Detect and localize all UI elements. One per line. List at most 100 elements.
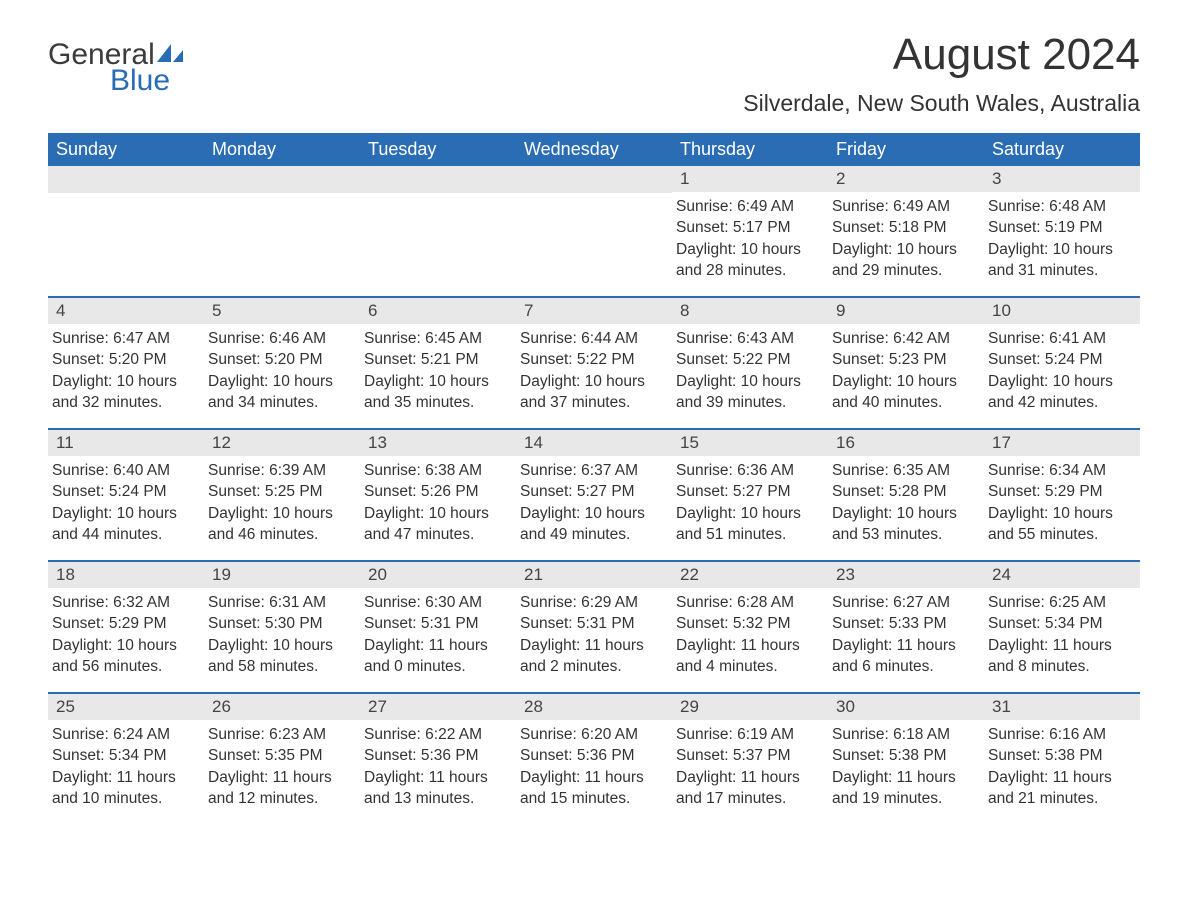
day-info: Sunrise: 6:49 AMSunset: 5:18 PMDaylight:… [828,192,984,290]
sunrise-text: Sunrise: 6:41 AM [988,328,1136,349]
day-header: Sunday [48,133,204,166]
day-info: Sunrise: 6:49 AMSunset: 5:17 PMDaylight:… [672,192,828,290]
day-header: Tuesday [360,133,516,166]
day-cell: 9Sunrise: 6:42 AMSunset: 5:23 PMDaylight… [828,298,984,428]
day-info: Sunrise: 6:35 AMSunset: 5:28 PMDaylight:… [828,456,984,554]
sunset-text: Sunset: 5:33 PM [832,613,980,634]
day-cell: 4Sunrise: 6:47 AMSunset: 5:20 PMDaylight… [48,298,204,428]
daylight-text: Daylight: 11 hours and 19 minutes. [832,767,980,810]
day-info: Sunrise: 6:39 AMSunset: 5:25 PMDaylight:… [204,456,360,554]
day-number: 20 [360,562,516,588]
day-info: Sunrise: 6:45 AMSunset: 5:21 PMDaylight:… [360,324,516,422]
daylight-text: Daylight: 11 hours and 0 minutes. [364,635,512,678]
day-number: 29 [672,694,828,720]
day-header: Monday [204,133,360,166]
day-cell: 6Sunrise: 6:45 AMSunset: 5:21 PMDaylight… [360,298,516,428]
day-number: 2 [828,166,984,192]
daylight-text: Daylight: 10 hours and 34 minutes. [208,371,356,414]
sunset-text: Sunset: 5:18 PM [832,217,980,238]
sunset-text: Sunset: 5:29 PM [988,481,1136,502]
daylight-text: Daylight: 10 hours and 49 minutes. [520,503,668,546]
daylight-text: Daylight: 10 hours and 44 minutes. [52,503,200,546]
day-cell: 3Sunrise: 6:48 AMSunset: 5:19 PMDaylight… [984,166,1140,296]
daylight-text: Daylight: 10 hours and 32 minutes. [52,371,200,414]
day-number: 31 [984,694,1140,720]
sunset-text: Sunset: 5:20 PM [52,349,200,370]
day-cell: 29Sunrise: 6:19 AMSunset: 5:37 PMDayligh… [672,694,828,824]
sunrise-text: Sunrise: 6:27 AM [832,592,980,613]
day-info: Sunrise: 6:37 AMSunset: 5:27 PMDaylight:… [516,456,672,554]
daylight-text: Daylight: 11 hours and 10 minutes. [52,767,200,810]
sunrise-text: Sunrise: 6:37 AM [520,460,668,481]
week-row: 11Sunrise: 6:40 AMSunset: 5:24 PMDayligh… [48,428,1140,560]
daylight-text: Daylight: 10 hours and 46 minutes. [208,503,356,546]
sunrise-text: Sunrise: 6:16 AM [988,724,1136,745]
day-number: 13 [360,430,516,456]
day-info: Sunrise: 6:23 AMSunset: 5:35 PMDaylight:… [204,720,360,818]
day-info: Sunrise: 6:34 AMSunset: 5:29 PMDaylight:… [984,456,1140,554]
day-cell: 13Sunrise: 6:38 AMSunset: 5:26 PMDayligh… [360,430,516,560]
week-row: 4Sunrise: 6:47 AMSunset: 5:20 PMDaylight… [48,296,1140,428]
day-info: Sunrise: 6:46 AMSunset: 5:20 PMDaylight:… [204,324,360,422]
sunrise-text: Sunrise: 6:46 AM [208,328,356,349]
location: Silverdale, New South Wales, Australia [743,90,1140,117]
daylight-text: Daylight: 11 hours and 4 minutes. [676,635,824,678]
daylight-text: Daylight: 10 hours and 40 minutes. [832,371,980,414]
sunrise-text: Sunrise: 6:47 AM [52,328,200,349]
day-header: Wednesday [516,133,672,166]
sunrise-text: Sunrise: 6:49 AM [832,196,980,217]
day-number: 11 [48,430,204,456]
sunset-text: Sunset: 5:24 PM [52,481,200,502]
day-headers-row: SundayMondayTuesdayWednesdayThursdayFrid… [48,133,1140,166]
day-number: 27 [360,694,516,720]
day-info: Sunrise: 6:19 AMSunset: 5:37 PMDaylight:… [672,720,828,818]
day-number: 6 [360,298,516,324]
day-info: Sunrise: 6:27 AMSunset: 5:33 PMDaylight:… [828,588,984,686]
day-cell [516,166,672,296]
day-cell: 15Sunrise: 6:36 AMSunset: 5:27 PMDayligh… [672,430,828,560]
day-header: Thursday [672,133,828,166]
day-header: Saturday [984,133,1140,166]
sunrise-text: Sunrise: 6:38 AM [364,460,512,481]
day-info: Sunrise: 6:30 AMSunset: 5:31 PMDaylight:… [360,588,516,686]
sunrise-text: Sunrise: 6:30 AM [364,592,512,613]
day-cell: 28Sunrise: 6:20 AMSunset: 5:36 PMDayligh… [516,694,672,824]
day-number: 12 [204,430,360,456]
day-cell: 23Sunrise: 6:27 AMSunset: 5:33 PMDayligh… [828,562,984,692]
day-cell: 5Sunrise: 6:46 AMSunset: 5:20 PMDaylight… [204,298,360,428]
sunset-text: Sunset: 5:34 PM [988,613,1136,634]
day-number: 3 [984,166,1140,192]
week-row: 25Sunrise: 6:24 AMSunset: 5:34 PMDayligh… [48,692,1140,824]
sunset-text: Sunset: 5:34 PM [52,745,200,766]
daylight-text: Daylight: 10 hours and 28 minutes. [676,239,824,282]
sunset-text: Sunset: 5:32 PM [676,613,824,634]
logo-text-blue: Blue [110,64,170,98]
day-number: 8 [672,298,828,324]
day-info: Sunrise: 6:48 AMSunset: 5:19 PMDaylight:… [984,192,1140,290]
sunset-text: Sunset: 5:22 PM [676,349,824,370]
calendar: SundayMondayTuesdayWednesdayThursdayFrid… [48,133,1140,824]
day-info: Sunrise: 6:18 AMSunset: 5:38 PMDaylight:… [828,720,984,818]
sunrise-text: Sunrise: 6:23 AM [208,724,356,745]
day-info: Sunrise: 6:41 AMSunset: 5:24 PMDaylight:… [984,324,1140,422]
sunset-text: Sunset: 5:19 PM [988,217,1136,238]
day-number: 25 [48,694,204,720]
day-info: Sunrise: 6:16 AMSunset: 5:38 PMDaylight:… [984,720,1140,818]
day-number: 5 [204,298,360,324]
day-cell: 16Sunrise: 6:35 AMSunset: 5:28 PMDayligh… [828,430,984,560]
day-cell: 7Sunrise: 6:44 AMSunset: 5:22 PMDaylight… [516,298,672,428]
day-number: 18 [48,562,204,588]
sunrise-text: Sunrise: 6:36 AM [676,460,824,481]
day-cell: 25Sunrise: 6:24 AMSunset: 5:34 PMDayligh… [48,694,204,824]
sunset-text: Sunset: 5:24 PM [988,349,1136,370]
day-number: 28 [516,694,672,720]
day-info: Sunrise: 6:32 AMSunset: 5:29 PMDaylight:… [48,588,204,686]
day-info: Sunrise: 6:38 AMSunset: 5:26 PMDaylight:… [360,456,516,554]
daylight-text: Daylight: 11 hours and 15 minutes. [520,767,668,810]
day-number: 14 [516,430,672,456]
day-info: Sunrise: 6:40 AMSunset: 5:24 PMDaylight:… [48,456,204,554]
sunrise-text: Sunrise: 6:35 AM [832,460,980,481]
daylight-text: Daylight: 10 hours and 51 minutes. [676,503,824,546]
sunset-text: Sunset: 5:23 PM [832,349,980,370]
day-info: Sunrise: 6:31 AMSunset: 5:30 PMDaylight:… [204,588,360,686]
